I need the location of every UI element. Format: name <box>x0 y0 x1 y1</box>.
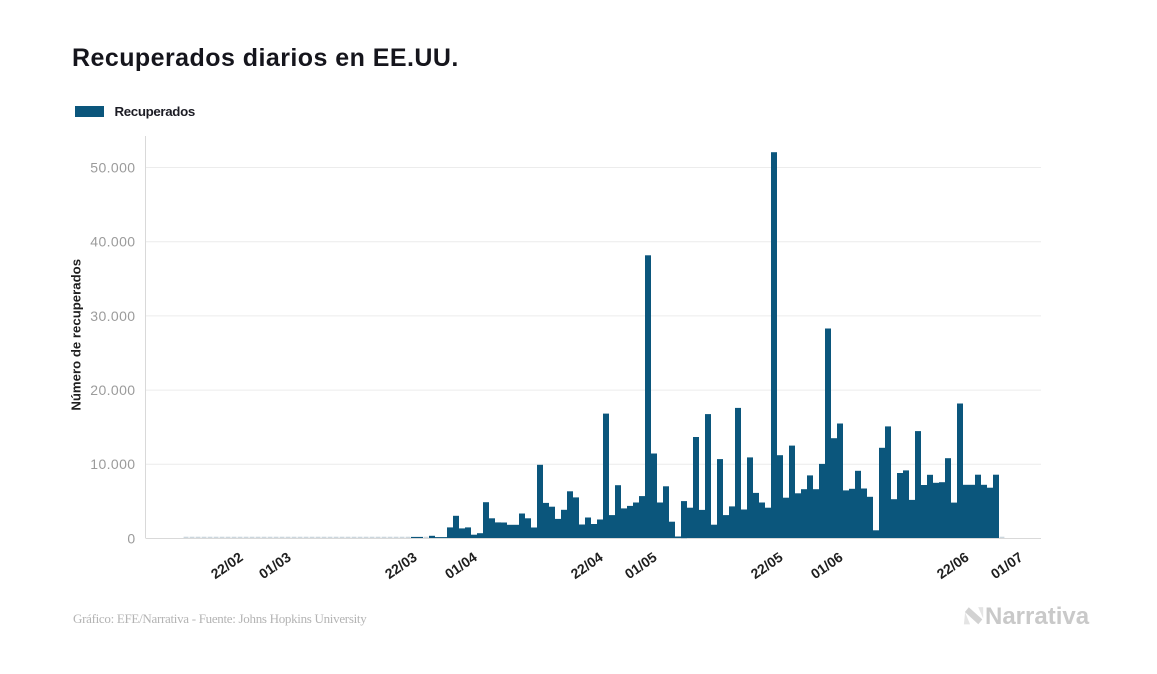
svg-text:0: 0 <box>127 530 135 546</box>
svg-text:10.000: 10.000 <box>90 456 135 472</box>
svg-text:01/05: 01/05 <box>622 549 660 582</box>
svg-text:01/07: 01/07 <box>988 549 1026 582</box>
svg-text:01/04: 01/04 <box>442 549 480 582</box>
svg-text:22/04: 22/04 <box>568 549 606 582</box>
svg-text:Número de recuperados: Número de recuperados <box>69 259 84 411</box>
svg-text:22/06: 22/06 <box>934 549 972 582</box>
svg-text:22/05: 22/05 <box>748 549 786 582</box>
svg-text:20.000: 20.000 <box>90 382 135 398</box>
svg-text:22/02: 22/02 <box>208 549 246 582</box>
svg-text:30.000: 30.000 <box>90 308 135 324</box>
svg-text:40.000: 40.000 <box>90 234 135 250</box>
svg-text:22/03: 22/03 <box>382 549 420 582</box>
svg-text:50.000: 50.000 <box>90 159 135 175</box>
svg-text:01/03: 01/03 <box>256 549 294 582</box>
svg-text:01/06: 01/06 <box>808 549 846 582</box>
